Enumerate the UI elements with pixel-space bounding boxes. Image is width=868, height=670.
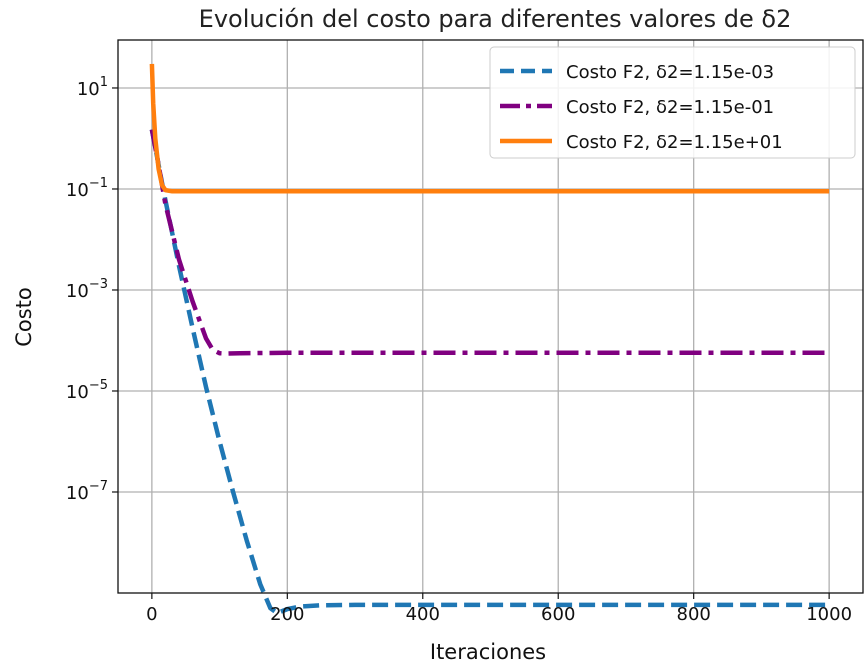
plot-frame (117, 39, 864, 594)
axis-ticks: 0 200 400 600 800 1000 101 10−1 10−3 10−5 10−7 (66, 75, 852, 625)
legend-label: Costo F2, δ2=1.15e-01 (566, 97, 774, 118)
y-tick-label: 10−7 (66, 479, 108, 504)
x-tick-label: 800 (677, 604, 711, 625)
y-tick-label: 10−1 (66, 176, 108, 201)
series-line-1 (149, 129, 830, 616)
x-tick-label: 600 (541, 604, 575, 625)
x-tick-label: 0 (146, 604, 157, 625)
legend-label: Costo F2, δ2=1.15e+01 (566, 132, 783, 153)
x-tick-label: 1000 (806, 604, 852, 625)
chart-title: Evolución del costo para diferentes valo… (199, 5, 792, 33)
x-tick-label: 200 (270, 604, 304, 625)
legend-box (489, 46, 856, 159)
series-line-2 (149, 129, 830, 356)
series-line-3 (149, 63, 830, 194)
y-tick-label: 10−3 (66, 277, 108, 302)
legend-label: Costo F2, δ2=1.15e-03 (566, 62, 774, 83)
x-axis-label: Iteraciones (430, 640, 546, 664)
y-tick-label: 101 (77, 75, 108, 100)
x-tick-label: 400 (406, 604, 440, 625)
y-axis-label: Costo (12, 287, 36, 347)
series-lines (149, 63, 830, 616)
y-tick-label: 10−5 (66, 378, 108, 403)
legend: Costo F2, δ2=1.15e-03 Costo F2, δ2=1.15e-… (489, 46, 856, 159)
